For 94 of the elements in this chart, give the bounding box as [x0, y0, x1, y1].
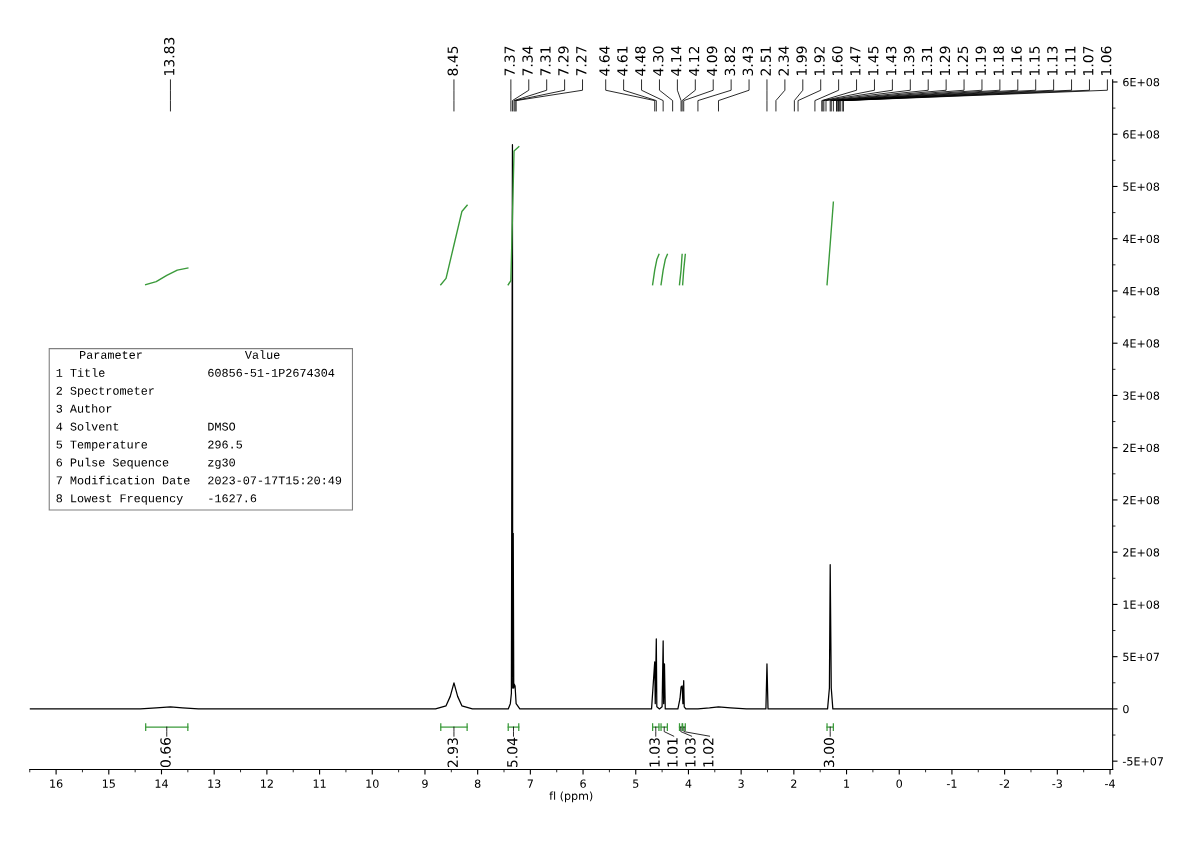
y-tick-label: 4E+08 [1122, 286, 1160, 296]
line-series [651, 253, 660, 286]
x-tick-label: 8 [474, 779, 481, 788]
y-tick-label: 6E+08 [1123, 77, 1160, 87]
annotation: 3 Author [56, 404, 112, 413]
text: 3.43 [742, 46, 754, 76]
x-tick-label: 5 [633, 779, 639, 788]
text: 7.31 [540, 46, 551, 76]
text: 1.31 [921, 46, 933, 75]
y-tick-label: 6E+08 [1123, 130, 1160, 139]
x-tick-label: 14 [155, 779, 168, 788]
line-series [660, 253, 669, 286]
y-tick-label: 2E+08 [1123, 495, 1160, 505]
y-tick-label: -5E+07 [1122, 757, 1163, 766]
text: 1.19 [975, 46, 986, 75]
line-series [440, 204, 468, 286]
x-tick-label: -4 [1105, 779, 1115, 788]
x-tick-label: 2 [791, 779, 797, 788]
text: 1.18 [993, 46, 1004, 75]
text: 7.34 [522, 46, 533, 76]
x-tick-label: 7 [527, 779, 533, 788]
x-tick-label: -1 [946, 779, 957, 788]
y-tick-label: 2E+08 [1123, 443, 1160, 453]
text: 1.45 [868, 46, 879, 75]
text: 1.07 [1082, 46, 1094, 75]
text: 4.09 [706, 46, 718, 76]
annotation: 0.66 [160, 737, 171, 768]
text: 2.51 [760, 46, 771, 76]
text: 4.61 [617, 46, 628, 76]
text: 8.45 [447, 46, 458, 76]
text: 6 Pulse Sequence zg30 [56, 457, 235, 469]
text: 1.99 [796, 46, 807, 75]
annotation: 5.04 [507, 737, 518, 767]
text: Parameter Value [80, 350, 280, 359]
text: 1.06 [1100, 46, 1112, 75]
y-tick-label: 5E+08 [1123, 182, 1160, 191]
annotation: 1.03 [649, 738, 660, 767]
text: 1.39 [903, 46, 915, 75]
text: 1.43 [885, 46, 897, 75]
text: 7.37 [504, 46, 515, 76]
x-tick-label: 16 [50, 779, 63, 788]
text: 4.14 [671, 46, 682, 76]
y-tick-label: 2E+08 [1123, 548, 1160, 557]
line-series [144, 267, 189, 286]
x-tick-label: 10 [366, 779, 379, 788]
y-tick-label: 1E+08 [1123, 600, 1160, 609]
text: 1.60 [832, 46, 843, 75]
annotation: 1.02 [703, 738, 714, 767]
text: 1.13 [1047, 46, 1058, 75]
annotation: 1.01 [667, 738, 678, 767]
text: 1.16 [1011, 46, 1022, 75]
text: 8 Lowest Frequency -1627.6 [56, 494, 257, 505]
text: 1.29 [939, 46, 951, 75]
x-tick-label: 11 [313, 779, 326, 788]
text: 3.82 [724, 46, 736, 76]
text: 1.11 [1065, 46, 1076, 75]
x-tick-label: 6 [580, 779, 586, 788]
annotation: 1.03 [685, 738, 696, 767]
x-axis-title: fl (ppm) [549, 791, 593, 803]
text: 5 Temperature 296.5 [56, 440, 243, 451]
text: 4 Solvent DMSO [56, 421, 236, 431]
text: 1.25 [957, 46, 969, 75]
text: 7.29 [558, 46, 569, 76]
x-tick-label: 3 [738, 779, 744, 788]
x-tick-label: 15 [102, 779, 115, 788]
y-tick-label: 4E+08 [1122, 234, 1160, 244]
y-tick-label: 5E+07 [1123, 652, 1159, 662]
text: 2.34 [778, 46, 789, 76]
annotation: 2.93 [447, 738, 458, 767]
text: 4.12 [688, 46, 700, 76]
x-tick-label: 0 [896, 779, 903, 788]
annotation: 2 Spectrometer [56, 386, 154, 398]
text: 1 Title 60856-51-1P2674304 [56, 368, 335, 377]
x-tick-label: -2 [999, 779, 1010, 788]
text: 4.30 [652, 46, 664, 76]
x-tick-label: 12 [261, 779, 273, 788]
text: 1.15 [1029, 46, 1040, 75]
x-tick-label: 9 [422, 779, 428, 788]
text: 1.92 [814, 46, 825, 75]
x-tick-label: 4 [685, 779, 692, 788]
x-tick-label: -3 [1052, 779, 1062, 788]
text: 1.47 [850, 46, 861, 75]
x-tick-label: 1 [844, 779, 850, 788]
line-series [507, 146, 520, 286]
y-tick-label: 0 [1123, 704, 1129, 714]
text: 4.64 [599, 46, 610, 76]
text: 7 Modification Date 2023-07-17T15:20:49 [56, 475, 342, 485]
annotation: 3.00 [823, 738, 835, 767]
text: 7.27 [576, 46, 587, 76]
text: 4.48 [635, 46, 646, 76]
x-tick-label: 13 [208, 779, 221, 788]
y-tick-label: 4E+08 [1122, 339, 1160, 348]
y-tick-label: 3E+08 [1123, 391, 1160, 400]
text: 13.83 [163, 37, 175, 75]
